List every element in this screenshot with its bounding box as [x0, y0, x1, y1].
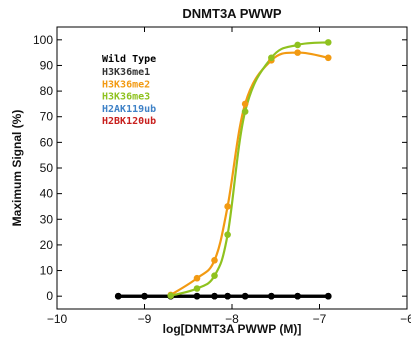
- data-point-h2bk120ub: [114, 292, 122, 300]
- data-point-h2bk120ub: [141, 292, 148, 300]
- data-point-h2bk120ub: [224, 292, 231, 300]
- data-point-h2bk120ub: [241, 292, 249, 300]
- data-point-h3k36me2: [241, 100, 249, 108]
- series-points: [114, 39, 332, 300]
- x-axis-label: log[DNMT3A PWWP (M)]: [163, 322, 302, 336]
- y-tick-label: 80: [40, 84, 54, 98]
- data-point-h2bk120ub: [294, 292, 301, 300]
- y-tick-label: 40: [40, 187, 54, 201]
- data-point-h3k36me2: [193, 274, 201, 282]
- data-point-h3k36me3: [193, 285, 201, 292]
- legend-item-h3k36me1: H3K36me1: [102, 67, 150, 78]
- y-tick-label: 50: [40, 161, 54, 175]
- y-tick-label: 20: [40, 238, 54, 252]
- series-line-h3k36me3: [170, 41, 329, 297]
- y-tick-label: 10: [40, 264, 54, 278]
- x-tick-label: −9: [138, 312, 152, 326]
- data-point-h3k36me3: [167, 292, 175, 299]
- data-point-h2bk120ub: [324, 292, 332, 300]
- legend-title: Wild Type: [102, 53, 156, 65]
- data-point-h3k36me2: [294, 49, 301, 56]
- data-point-h3k36me2: [224, 203, 231, 210]
- y-tick-label: 70: [40, 110, 54, 124]
- series-curves: [118, 41, 329, 298]
- y-axis-label: Maximum Signal (%): [10, 110, 24, 227]
- legend-item-h2bk120ub: H2BK120ub: [102, 116, 156, 127]
- data-point-h3k36me3: [241, 108, 249, 115]
- legend-item-h3k36me2: H3K36me2: [102, 79, 150, 90]
- chart-title: DNMT3A PWWP: [182, 6, 282, 21]
- x-tick-label: −6: [400, 312, 411, 326]
- data-point-h3k36me3: [294, 41, 301, 49]
- y-tick-label: 30: [40, 212, 54, 226]
- data-point-h3k36me2: [211, 256, 218, 264]
- data-point-h3k36me3: [268, 54, 275, 62]
- data-point-h2bk120ub: [211, 292, 218, 300]
- series-line-h3k36me2: [170, 51, 329, 296]
- data-point-h3k36me3: [211, 272, 218, 279]
- x-tick-label: −10: [47, 312, 68, 326]
- data-point-h2bk120ub: [268, 292, 275, 300]
- legend-item-h3k36me3: H3K36me3: [102, 92, 150, 103]
- y-axis: 0 10 20 30 40 50 60 70 80 90 100: [33, 33, 407, 303]
- legend-item-h2ak119ub: H2AK119ub: [102, 104, 156, 115]
- y-tick-label: 90: [40, 58, 54, 72]
- x-tick-label: −8: [225, 312, 239, 326]
- data-point-h2bk120ub: [193, 292, 201, 300]
- data-point-h3k36me2: [324, 54, 332, 62]
- x-tick-label: −7: [313, 312, 327, 326]
- data-point-h3k36me3: [224, 231, 231, 238]
- y-tick-label: 100: [33, 33, 53, 47]
- y-tick-label: 0: [46, 289, 53, 303]
- x-axis: −10 −9 −8 −7 −6: [47, 27, 411, 326]
- data-point-h3k36me3: [324, 39, 332, 46]
- y-tick-label: 60: [40, 135, 54, 149]
